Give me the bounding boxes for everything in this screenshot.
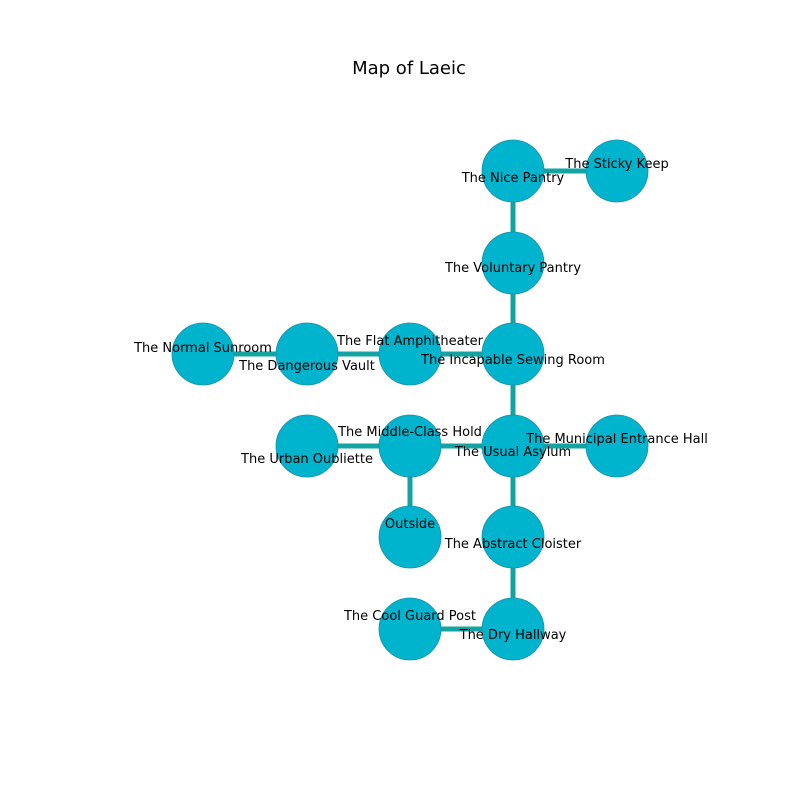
room-node-cool-guard-post[interactable] xyxy=(378,597,442,661)
room-label-nice-pantry: The Nice Pantry xyxy=(461,171,565,186)
room-node-municipal-entrance-hall[interactable] xyxy=(585,414,649,478)
room-node-dangerous-vault[interactable] xyxy=(275,322,339,386)
room-label-dry-hallway: The Dry Hallway xyxy=(459,628,567,643)
room-node-dry-hallway[interactable] xyxy=(481,597,545,661)
room-label-incapable-sewing-room: The Incapable Sewing Room xyxy=(420,353,605,368)
room-label-flat-amphitheater: The Flat Amphitheater xyxy=(336,334,484,349)
room-label-urban-oubliette: The Urban Oubliette xyxy=(240,452,373,467)
room-node-flat-amphitheater[interactable] xyxy=(378,322,442,386)
room-node-sticky-keep[interactable] xyxy=(585,139,649,203)
room-node-voluntary-pantry[interactable] xyxy=(481,231,545,295)
map-title: Map of Laeic xyxy=(352,58,466,79)
room-node-normal-sunroom[interactable] xyxy=(171,322,235,386)
rooms-layer xyxy=(171,139,649,661)
room-label-voluntary-pantry: The Voluntary Pantry xyxy=(444,261,581,276)
room-label-sticky-keep: The Sticky Keep xyxy=(564,157,668,172)
room-node-abstract-cloister[interactable] xyxy=(481,505,545,569)
room-node-usual-asylum[interactable] xyxy=(481,414,545,478)
room-label-usual-asylum: The Usual Asylum xyxy=(454,445,571,460)
room-label-outside: Outside xyxy=(385,517,435,532)
room-label-abstract-cloister: The Abstract Cloister xyxy=(444,537,582,552)
room-label-municipal-entrance-hall: The Municipal Entrance Hall xyxy=(525,432,708,447)
room-label-normal-sunroom: The Normal Sunroom xyxy=(133,341,272,356)
room-node-middle-class-hold[interactable] xyxy=(378,414,442,478)
room-node-urban-oubliette[interactable] xyxy=(275,414,339,478)
room-label-dangerous-vault: The Dangerous Vault xyxy=(238,359,375,374)
room-node-incapable-sewing-room[interactable] xyxy=(481,322,545,386)
room-node-outside[interactable] xyxy=(378,505,442,569)
room-node-nice-pantry[interactable] xyxy=(481,139,545,203)
room-label-cool-guard-post: The Cool Guard Post xyxy=(343,609,476,624)
room-label-middle-class-hold: The Middle-Class Hold xyxy=(337,425,482,440)
